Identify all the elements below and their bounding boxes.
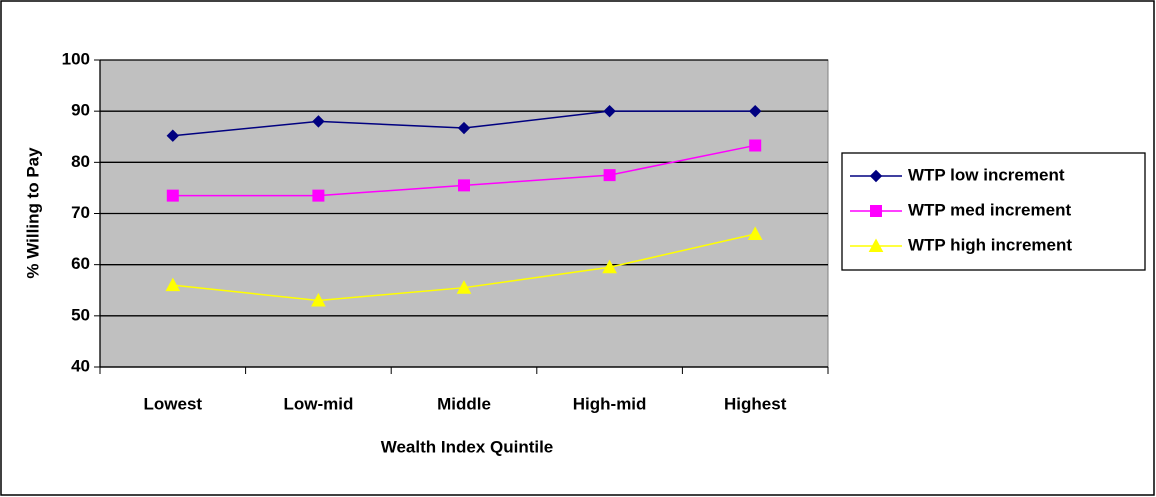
legend-label: WTP low increment (908, 165, 1065, 184)
y-tick-label: 70 (71, 203, 90, 222)
x-tick-label: Lowest (144, 394, 203, 413)
y-tick-label: 60 (71, 254, 90, 273)
x-tick-label: Low-mid (283, 394, 353, 413)
legend-marker (870, 205, 882, 217)
marker (165, 277, 181, 292)
marker (602, 259, 617, 274)
legend-label: WTP med increment (908, 200, 1071, 219)
y-axis-title: % Willing to Pay (23, 147, 42, 279)
marker (312, 189, 325, 202)
x-tick-label: Middle (437, 394, 491, 413)
y-tick-label: 80 (71, 152, 90, 171)
marker (312, 115, 325, 128)
x-axis-title: Wealth Index Quintile (381, 437, 554, 456)
marker (458, 179, 470, 192)
y-tick-label: 50 (71, 305, 90, 324)
marker (166, 129, 180, 142)
marker (603, 104, 616, 118)
legend-marker (869, 169, 883, 183)
x-tick-label: High-mid (573, 394, 647, 413)
marker (166, 189, 179, 202)
x-tick-label: Highest (724, 394, 787, 413)
marker (456, 280, 472, 294)
y-tick-label: 90 (71, 101, 90, 120)
marker (457, 121, 471, 135)
marker (749, 139, 762, 152)
marker (747, 226, 763, 240)
y-tick-label: 100 (62, 49, 90, 68)
legend-marker (868, 238, 884, 252)
marker (311, 292, 326, 307)
y-tick-label: 40 (71, 356, 90, 375)
marker (603, 169, 616, 182)
legend-label: WTP high increment (908, 235, 1072, 254)
marker (748, 104, 762, 118)
